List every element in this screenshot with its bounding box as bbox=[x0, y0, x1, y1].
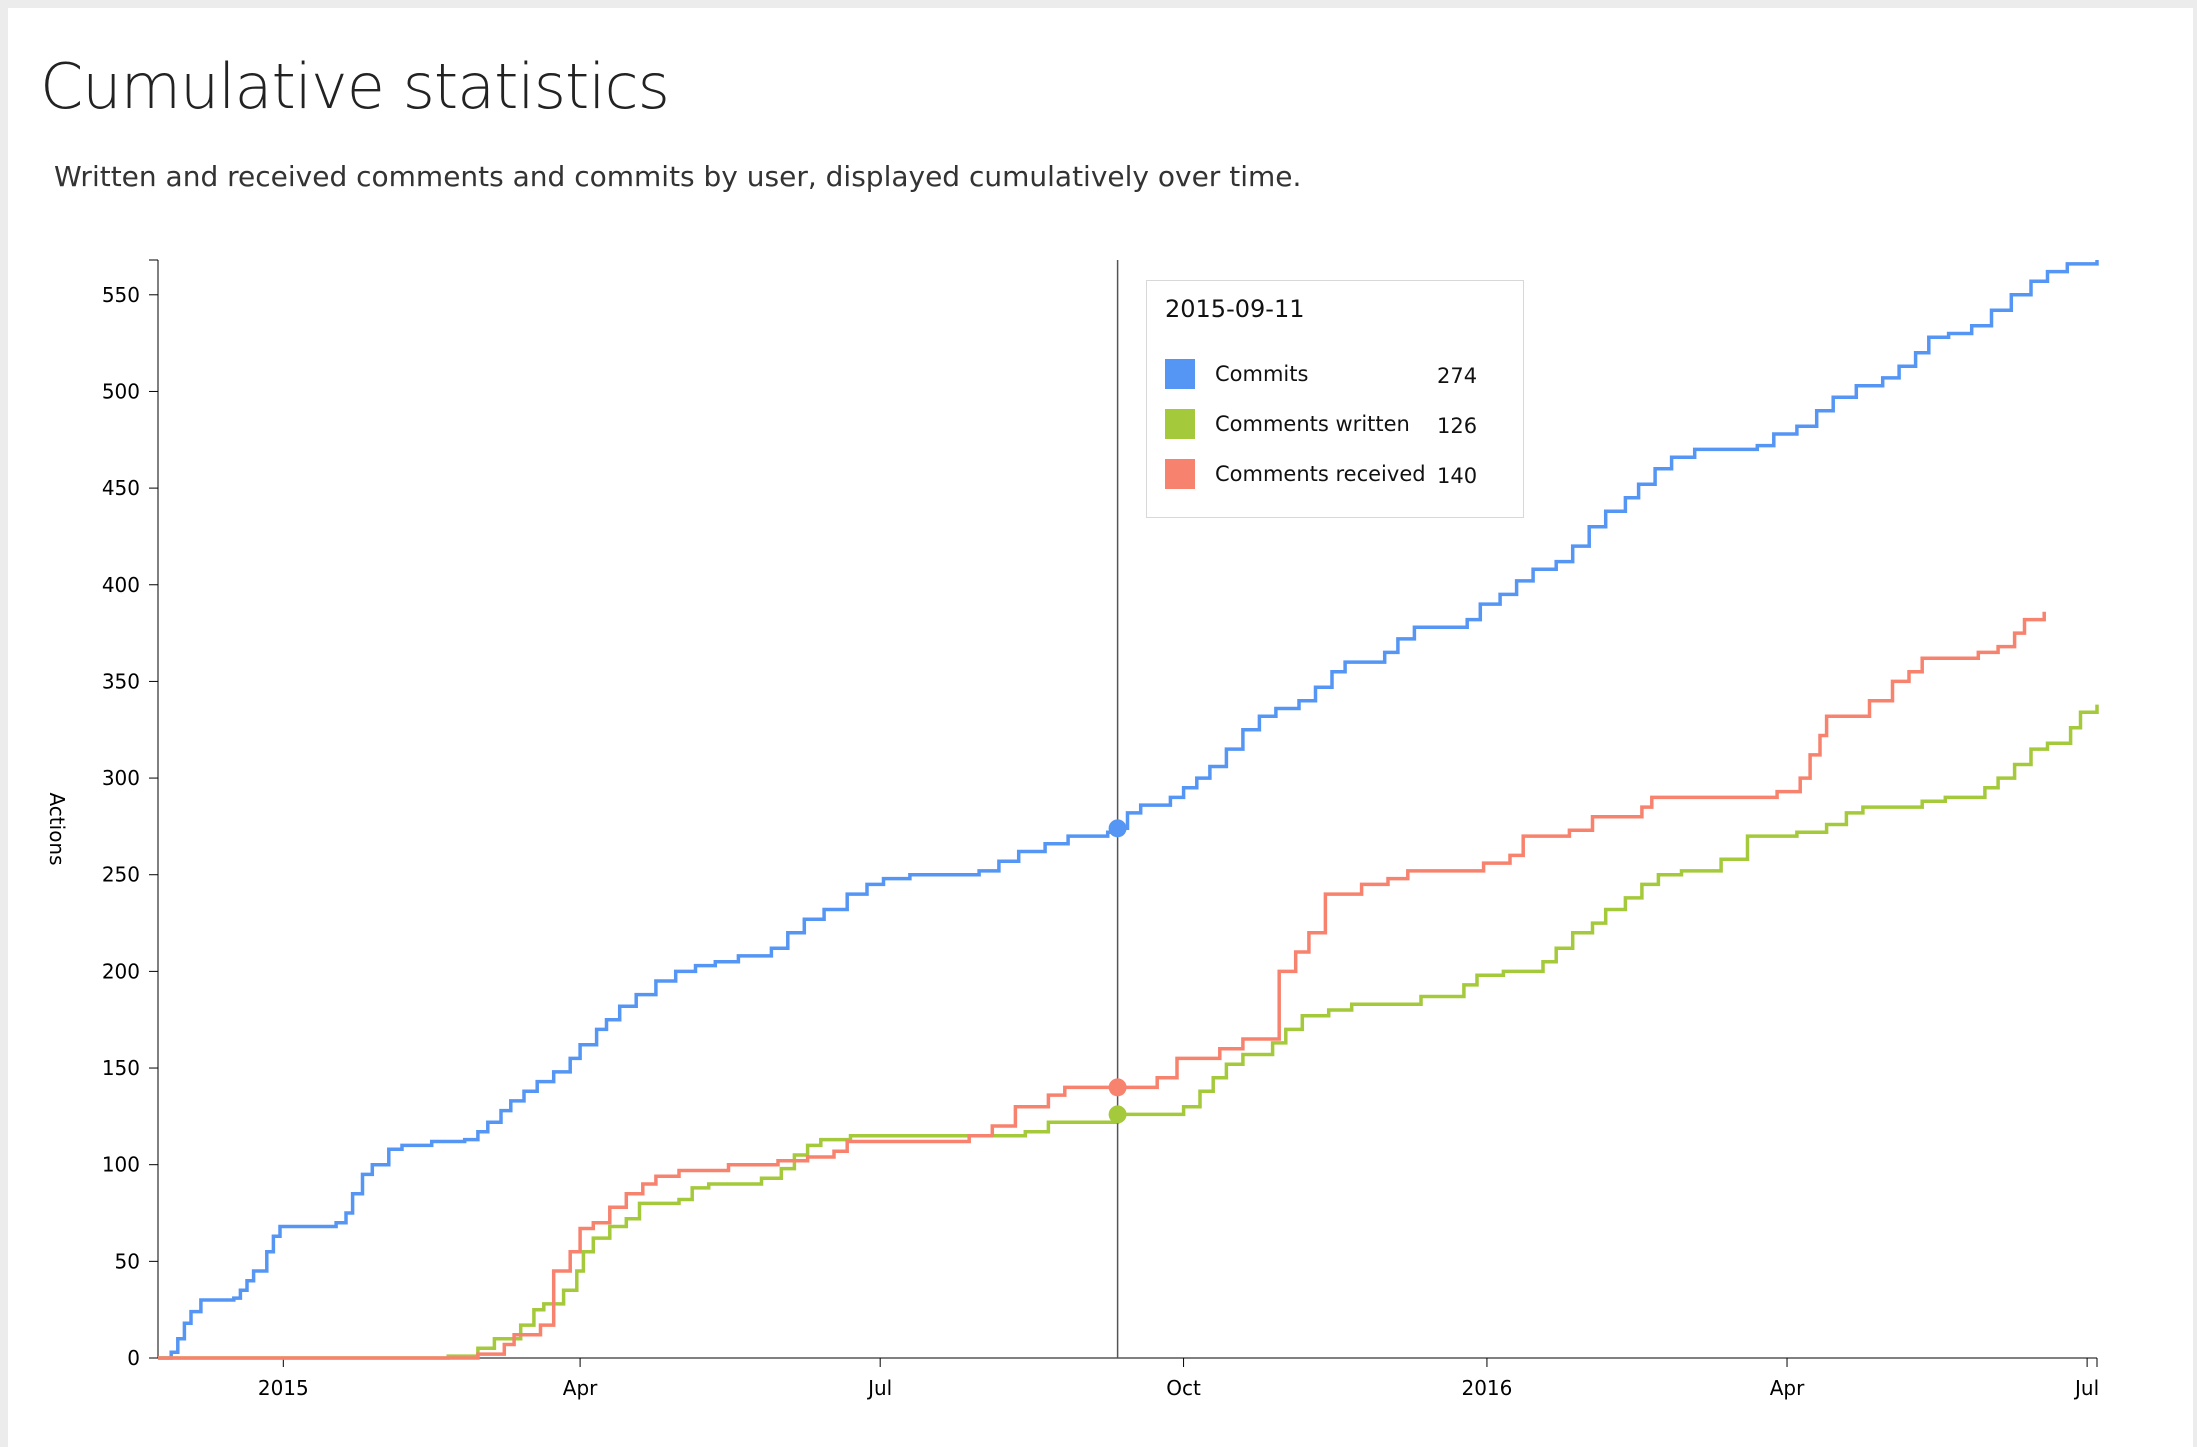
cursor-marker-comments-written bbox=[1108, 1105, 1127, 1124]
hover-tooltip: 2015-09-11 Commits 274 Comments written … bbox=[1146, 280, 1524, 518]
series-line-comments-received bbox=[158, 611, 2046, 1360]
series-line-commits bbox=[158, 260, 2099, 1360]
x-tick-label: Oct bbox=[1166, 1376, 1201, 1400]
cursor-marker-commits bbox=[1108, 819, 1127, 838]
y-axis-title: Actions bbox=[45, 792, 69, 865]
y-tick-label: 300 bbox=[102, 766, 140, 790]
page-subtitle: Written and received comments and commit… bbox=[54, 160, 1302, 193]
chart-axes: 0 50 100 150 200 250 300 350 400 450 500 550 2015 Apr… bbox=[45, 259, 2099, 1400]
x-tick-label: Apr bbox=[1770, 1376, 1805, 1400]
y-tick-label: 100 bbox=[102, 1153, 140, 1177]
x-tick-label: 2015 bbox=[258, 1376, 309, 1400]
tooltip-row-written: Comments written 126 bbox=[1165, 409, 1505, 441]
y-tick-label: 400 bbox=[102, 573, 140, 597]
tooltip-row-commits: Commits 274 bbox=[1165, 359, 1505, 391]
tooltip-label: Comments received bbox=[1215, 462, 1426, 486]
received-swatch bbox=[1165, 459, 1195, 489]
tooltip-label: Comments written bbox=[1215, 412, 1410, 436]
y-tick-label: 200 bbox=[102, 959, 140, 983]
commits-swatch bbox=[1165, 359, 1195, 389]
tooltip-value: 274 bbox=[1437, 364, 1478, 388]
tooltip-value: 140 bbox=[1437, 464, 1478, 488]
x-tick-label: Apr bbox=[563, 1376, 598, 1400]
stats-panel bbox=[8, 8, 2193, 1447]
cursor-marker-comments-received bbox=[1108, 1078, 1127, 1097]
tooltip-row-received: Comments received 140 bbox=[1165, 459, 1505, 491]
y-tick-label: 50 bbox=[115, 1249, 140, 1273]
tooltip-value: 126 bbox=[1437, 414, 1478, 438]
written-swatch bbox=[1165, 409, 1195, 439]
y-tick-label: 0 bbox=[127, 1346, 140, 1370]
y-tick-label: 450 bbox=[102, 476, 140, 500]
series-line-comments-written bbox=[158, 704, 2099, 1360]
chart-cursor[interactable] bbox=[1108, 260, 1127, 1358]
y-tick-label: 500 bbox=[102, 379, 140, 403]
y-tick-label: 550 bbox=[102, 283, 140, 307]
y-tick-label: 150 bbox=[102, 1056, 140, 1080]
y-tick-label: 250 bbox=[102, 863, 140, 887]
tooltip-date: 2015-09-11 bbox=[1165, 295, 1305, 323]
chart-series bbox=[158, 260, 2099, 1360]
x-tick-label: Jul bbox=[866, 1376, 892, 1400]
y-tick-label: 350 bbox=[102, 669, 140, 693]
x-tick-label: Jul bbox=[2073, 1376, 2099, 1400]
tooltip-label: Commits bbox=[1215, 362, 1309, 386]
page-title: Cumulative statistics bbox=[40, 50, 670, 123]
x-tick-label: 2016 bbox=[1461, 1376, 1512, 1400]
